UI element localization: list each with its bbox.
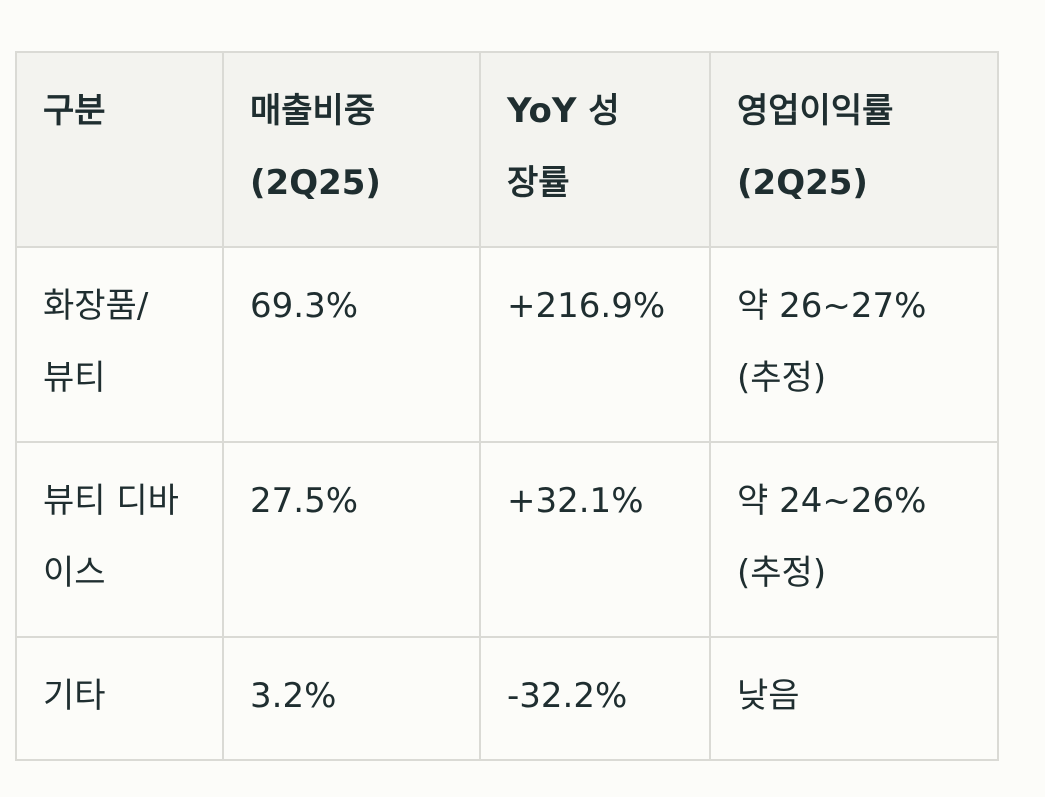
cell-text: 화장품/ — [43, 286, 149, 326]
table-cell: +32.1% — [479, 441, 711, 638]
cell-text: 매출비중 — [250, 91, 376, 131]
cell-text: (2Q25) — [737, 163, 868, 203]
table-cell: 약 26~27% (추정) — [709, 246, 999, 443]
cell-text: 뷰티 디바 — [43, 481, 179, 521]
cell-text: 이스 — [43, 553, 106, 593]
cell-text: 3.2% — [250, 676, 337, 716]
cell-text: (추정) — [737, 553, 827, 593]
cell-text: (2Q25) — [250, 163, 381, 203]
table-cell: 약 24~26% (추정) — [709, 441, 999, 638]
cell-text: 구분 — [43, 91, 106, 131]
table-row: 기타 3.2% -32.2% 낮음 — [15, 636, 999, 761]
header-cell: 구분 — [15, 51, 224, 248]
header-cell: 영업이익률 (2Q25) — [709, 51, 999, 248]
table-cell: 기타 — [15, 636, 224, 761]
cell-text: 27.5% — [250, 481, 359, 521]
cell-text: 69.3% — [250, 286, 359, 326]
cell-text: 영업이익률 — [737, 91, 894, 131]
table-cell: -32.2% — [479, 636, 711, 761]
cell-text: +32.1% — [507, 481, 644, 521]
cell-text: 낮음 — [737, 676, 800, 716]
header-cell: 매출비중 (2Q25) — [222, 51, 481, 248]
table-cell: 27.5% — [222, 441, 481, 638]
table-cell: 낮음 — [709, 636, 999, 761]
cell-text: -32.2% — [507, 676, 628, 716]
cell-text: 약 26~27% — [737, 286, 927, 326]
cell-text: 뷰티 — [43, 358, 106, 398]
table-row: 화장품/뷰티 69.3% +216.9% 약 26~27% (추정) — [15, 246, 999, 443]
table-cell: 69.3% — [222, 246, 481, 443]
cell-text: YoY 성 — [507, 91, 620, 131]
cell-text: 기타 — [43, 676, 106, 716]
table-cell: +216.9% — [479, 246, 711, 443]
cell-text: 장률 — [507, 163, 570, 203]
cell-text: +216.9% — [507, 286, 666, 326]
cell-text: (추정) — [737, 358, 827, 398]
table-cell: 3.2% — [222, 636, 481, 761]
table-cell: 화장품/뷰티 — [15, 246, 224, 443]
cell-text: 약 24~26% — [737, 481, 927, 521]
